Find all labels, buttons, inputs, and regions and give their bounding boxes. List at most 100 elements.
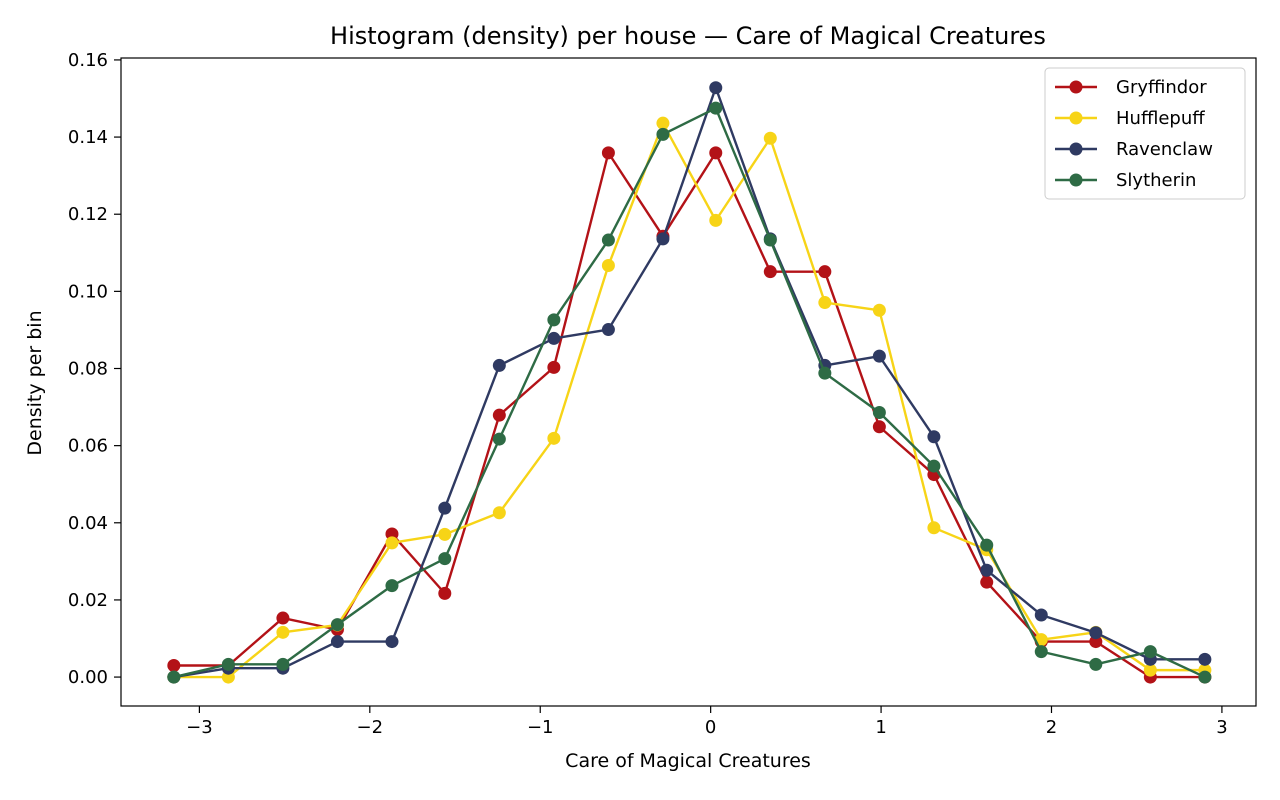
- data-point-gryffindor: [547, 360, 561, 374]
- data-point-ravenclaw: [438, 501, 452, 515]
- data-point-hufflepuff: [438, 527, 452, 541]
- data-point-hufflepuff: [385, 536, 399, 550]
- data-point-ravenclaw: [1034, 608, 1048, 622]
- legend-label: Slytherin: [1116, 170, 1196, 191]
- data-point-hufflepuff: [818, 296, 832, 310]
- series-hufflepuff: [167, 116, 1212, 684]
- data-point-gryffindor: [980, 575, 994, 589]
- data-point-slytherin: [1089, 657, 1103, 671]
- data-point-slytherin: [763, 233, 777, 247]
- series-gryffindor: [167, 146, 1212, 684]
- legend-label: Hufflepuff: [1116, 108, 1205, 129]
- x-axis: −3 −2 −1 0 1 2 3: [186, 706, 1228, 738]
- data-point-ravenclaw: [601, 323, 615, 337]
- x-tick-label: 1: [875, 717, 886, 738]
- legend-box: [1044, 67, 1246, 200]
- data-point-hufflepuff: [547, 431, 561, 445]
- plot-frame: [120, 57, 1257, 707]
- y-tick-label: 0.10: [68, 281, 108, 302]
- legend-label: Ravenclaw: [1116, 139, 1213, 160]
- data-point-hufflepuff: [927, 521, 941, 535]
- data-point-hufflepuff: [276, 625, 290, 639]
- data-point-ravenclaw: [927, 430, 941, 444]
- y-tick-label: 0.00: [68, 667, 108, 688]
- legend-label: Gryffindor: [1116, 77, 1207, 98]
- data-point-slytherin: [438, 552, 452, 566]
- series-line-slytherin: [173, 106, 1206, 679]
- legend-item-ravenclaw: Ravenclaw: [1055, 139, 1213, 160]
- x-tick-label: 2: [1046, 717, 1057, 738]
- data-point-slytherin: [709, 101, 723, 115]
- data-point-gryffindor: [763, 265, 777, 279]
- data-point-slytherin: [1034, 645, 1048, 659]
- data-point-ravenclaw: [709, 81, 723, 95]
- data-point-slytherin: [818, 366, 832, 380]
- x-tick-label: 0: [705, 717, 716, 738]
- data-point-ravenclaw: [656, 232, 670, 246]
- series-slytherin: [167, 101, 1212, 684]
- data-point-hufflepuff: [872, 303, 886, 317]
- legend-swatch-marker: [1069, 142, 1083, 156]
- data-point-slytherin: [330, 618, 344, 632]
- data-point-ravenclaw: [1089, 626, 1103, 640]
- y-tick-label: 0.08: [68, 359, 108, 380]
- data-point-slytherin: [276, 657, 290, 671]
- data-point-hufflepuff: [601, 259, 615, 273]
- data-point-gryffindor: [276, 611, 290, 625]
- data-point-gryffindor: [167, 659, 181, 672]
- data-point-slytherin: [601, 233, 615, 247]
- legend-swatch-marker: [1069, 80, 1083, 94]
- data-point-hufflepuff: [1143, 663, 1157, 677]
- data-point-slytherin: [927, 459, 941, 473]
- data-point-hufflepuff: [763, 131, 777, 145]
- x-tick-label: −3: [186, 717, 213, 738]
- data-point-gryffindor: [872, 420, 886, 434]
- data-point-slytherin: [385, 579, 399, 593]
- data-point-slytherin: [547, 313, 561, 327]
- data-point-slytherin: [1198, 670, 1212, 684]
- y-tick-label: 0.14: [68, 127, 108, 148]
- data-point-slytherin: [872, 405, 886, 419]
- data-point-slytherin: [492, 432, 506, 446]
- series-line-hufflepuff: [173, 121, 1205, 679]
- data-point-gryffindor: [709, 146, 723, 160]
- data-point-hufflepuff: [656, 116, 670, 130]
- data-point-gryffindor: [601, 146, 615, 160]
- y-tick-label: 0.04: [68, 513, 108, 534]
- y-tick-label: 0.12: [68, 204, 108, 225]
- data-point-slytherin: [980, 538, 994, 552]
- series-line-ravenclaw: [173, 86, 1205, 679]
- x-tick-label: −2: [357, 717, 384, 738]
- legend-item-gryffindor: Gryffindor: [1055, 77, 1207, 98]
- data-point-ravenclaw: [1198, 652, 1212, 666]
- y-tick-label: 0.16: [68, 50, 108, 71]
- x-tick-label: 3: [1216, 717, 1227, 738]
- y-axis-label: Density per bin: [24, 310, 46, 455]
- data-point-slytherin: [167, 670, 181, 684]
- data-point-hufflepuff: [709, 213, 723, 227]
- data-point-ravenclaw: [385, 635, 399, 649]
- data-point-slytherin: [1143, 645, 1157, 659]
- data-point-slytherin: [221, 657, 235, 671]
- x-tick-label: −1: [527, 717, 554, 738]
- legend-item-hufflepuff: Hufflepuff: [1055, 108, 1205, 129]
- legend-swatch-marker: [1069, 111, 1083, 125]
- data-point-ravenclaw: [872, 349, 886, 363]
- x-axis-label: Care of Magical Creatures: [565, 750, 811, 772]
- data-point-gryffindor: [818, 265, 832, 279]
- y-axis: 0.00 0.02 0.04 0.06 0.08 0.10 0.12 0.14 0.16: [68, 50, 121, 688]
- y-tick-label: 0.06: [68, 436, 108, 457]
- legend: Gryffindor Hufflepuff Ravenclaw Slytherin: [1044, 67, 1246, 200]
- data-point-gryffindor: [438, 586, 452, 600]
- data-point-ravenclaw: [492, 358, 506, 372]
- data-point-hufflepuff: [492, 506, 506, 520]
- legend-swatch-marker: [1069, 173, 1083, 187]
- series-layer: [167, 81, 1212, 684]
- legend-item-slytherin: Slytherin: [1055, 170, 1196, 191]
- y-tick-label: 0.02: [68, 590, 108, 611]
- data-point-ravenclaw: [980, 563, 994, 577]
- data-point-gryffindor: [492, 408, 506, 422]
- data-point-slytherin: [656, 127, 670, 141]
- series-line-gryffindor: [173, 151, 1205, 679]
